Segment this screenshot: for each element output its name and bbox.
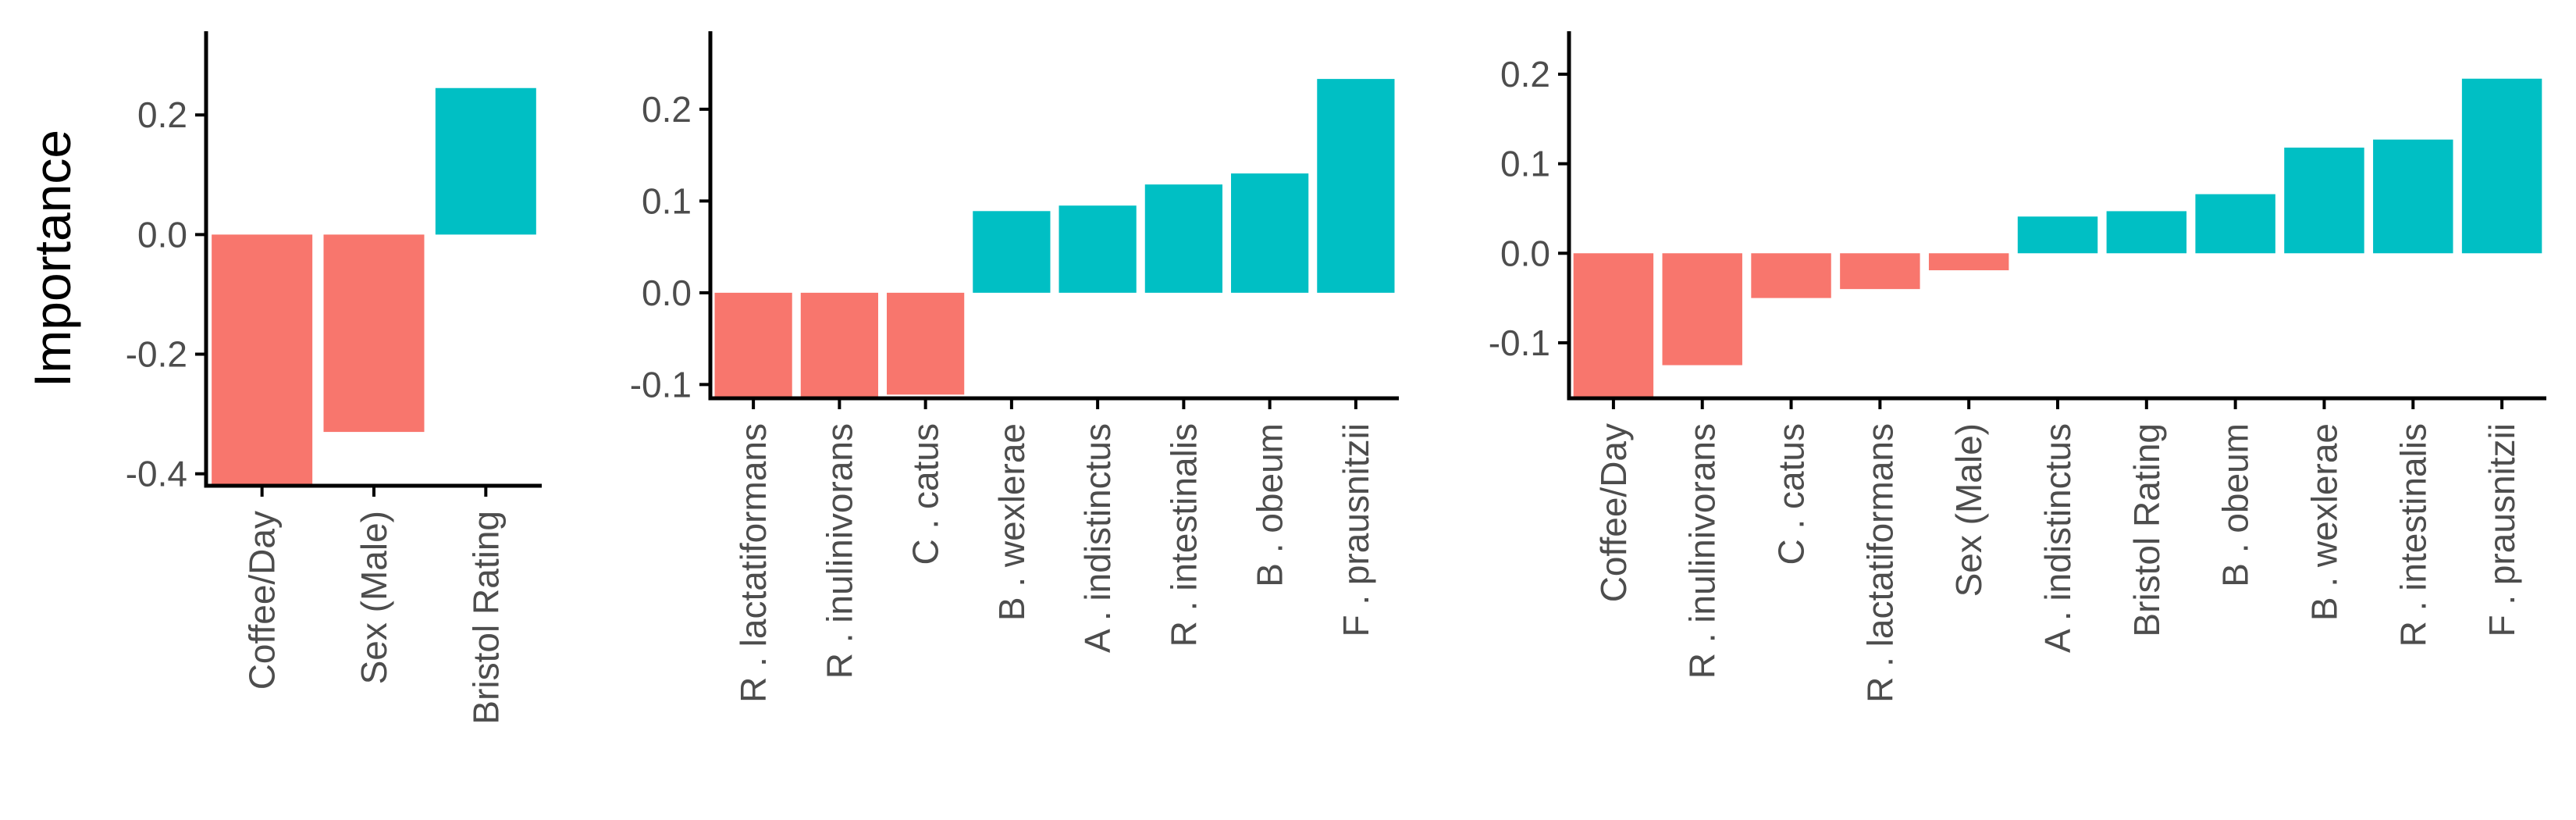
bar <box>435 87 536 235</box>
x-tick-label: C . catus <box>1771 423 1812 565</box>
bar <box>2461 78 2542 254</box>
y-tick-label: -0.1 <box>630 364 692 405</box>
bar <box>887 292 965 395</box>
bar <box>1840 253 1920 290</box>
bar <box>2195 194 2275 254</box>
x-tick-label: Sex (Male) <box>354 511 394 684</box>
y-tick-label: -0.4 <box>126 454 187 494</box>
x-tick-label: B . obeum <box>2215 423 2256 587</box>
y-tick-label: -0.2 <box>126 334 187 375</box>
x-tick-label: R . lactatiformans <box>733 423 774 703</box>
x-tick-label: R . inulinivorans <box>1682 423 1723 679</box>
y-tick-label: -0.1 <box>1489 323 1550 363</box>
bar <box>1751 253 1831 298</box>
x-tick-label: B . wexlerae <box>991 423 1032 621</box>
chart-panel-middle: -0.1 0.0 0.1 0.2 R . lactatiformans R . inuli… <box>630 31 1399 703</box>
bar <box>800 292 878 398</box>
y-tick-label: 0.2 <box>137 94 187 135</box>
x-tick-label: F . prausnitzii <box>2482 423 2522 637</box>
bar <box>714 292 792 398</box>
x-tick-label: Coffee/Day <box>242 511 283 690</box>
y-tick-label: 0.0 <box>642 273 692 313</box>
bar <box>1059 205 1137 293</box>
x-tick-label: Bristol Rating <box>465 511 506 725</box>
x-tick-label: Sex (Male) <box>1948 423 1989 597</box>
bar <box>1662 253 1742 365</box>
bar <box>1573 253 1654 398</box>
chart-panel-right: -0.1 0.0 0.1 0.2 Coffee/Day R . inulinivorans… <box>1489 31 2546 703</box>
y-tick-label: 0.1 <box>642 180 692 221</box>
bar <box>1317 79 1395 293</box>
x-tick-label: Coffee/Day <box>1593 423 1634 602</box>
bar <box>973 211 1051 293</box>
x-tick-label: R . inulinivorans <box>819 423 859 679</box>
bar <box>323 234 425 433</box>
y-tick-label: 0.2 <box>642 89 692 130</box>
x-tick-label: F . prausnitzii <box>1336 423 1376 637</box>
y-tick-label: 0.0 <box>1500 233 1550 273</box>
bar <box>1144 184 1222 293</box>
x-tick-label: C . catus <box>906 423 946 565</box>
bar <box>2373 139 2453 254</box>
x-tick-label: A . indistinctus <box>1077 423 1118 653</box>
x-tick-label: B . wexlerae <box>2304 423 2344 621</box>
bar <box>2017 216 2098 254</box>
y-tick-label: 0.0 <box>137 214 187 255</box>
y-axis-title: Importance <box>23 130 81 387</box>
x-tick-label: B . obeum <box>1250 423 1290 587</box>
bar <box>1928 253 2009 271</box>
x-tick-label: Bristol Rating <box>2126 423 2167 637</box>
x-tick-label: R . lactatiformans <box>1859 423 1900 703</box>
bar <box>1231 173 1309 293</box>
bar <box>2106 211 2187 254</box>
y-tick-label: 0.2 <box>1500 54 1550 94</box>
x-tick-label: R . intestinalis <box>2393 423 2433 647</box>
x-tick-label: A . indistinctus <box>2037 423 2078 653</box>
bar <box>212 234 313 486</box>
y-tick-label: 0.1 <box>1500 144 1550 184</box>
bar <box>2284 148 2364 254</box>
x-tick-label: R . intestinalis <box>1163 423 1204 647</box>
chart-panel-left: -0.4 -0.2 0.0 0.2 Coffee/Day Sex (Male) Bristo… <box>23 31 542 725</box>
